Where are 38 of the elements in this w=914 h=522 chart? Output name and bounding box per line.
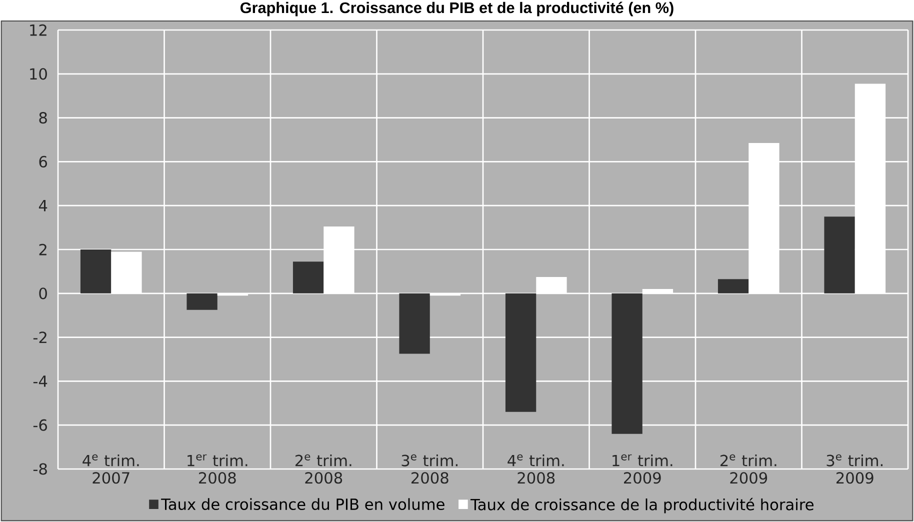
x-tick-label: 2$^{e}$ trim. 2009 — [720, 454, 776, 484]
y-tick-label: 2 — [39, 244, 46, 256]
chart-title: Graphique 1. Croissance du PIB et de la productivité (en %) — [240, 2, 674, 16]
y-tick-label: 10 — [30, 68, 47, 80]
bar — [399, 293, 430, 354]
bar — [854, 84, 886, 294]
x-tick-label: 3$^{e}$ trim. 2009 — [826, 454, 882, 484]
y-tick-label: 8 — [39, 112, 47, 124]
bar — [324, 226, 354, 294]
x-tick-label: 1$^{er}$ trim. 2008 — [188, 454, 248, 484]
bar — [186, 293, 218, 310]
y-tick-label: 4 — [38, 200, 48, 212]
bar — [292, 262, 324, 294]
bar — [111, 252, 142, 294]
bar — [824, 216, 855, 294]
x-tick-label: 3$^{e}$ trim. 2008 — [402, 454, 458, 484]
x-tick-label: 4$^{e}$ trim. 2008 — [508, 454, 564, 484]
x-tick-label: 1$^{er}$ trim. 2009 — [612, 454, 672, 484]
x-tick-label: 2$^{e}$ trim. 2008 — [295, 454, 352, 484]
bar — [536, 276, 567, 294]
bar — [217, 293, 248, 296]
bar — [430, 293, 461, 296]
legend-label: Taux de croissance du PIB en volume — [161, 498, 444, 510]
bar — [718, 279, 749, 294]
bar — [748, 143, 780, 294]
legend-label: Taux de croissance de la productivité horaire — [470, 498, 814, 514]
y-tick-label: 12 — [30, 24, 46, 36]
y-tick-label: -6 — [33, 419, 47, 431]
x-tick-label: 4$^{e}$ trim. 2007 — [82, 454, 139, 484]
bar — [80, 250, 112, 294]
y-tick-label: -8 — [33, 463, 47, 475]
y-tick-label: 0 — [39, 288, 47, 300]
bar — [642, 289, 674, 294]
bar — [612, 293, 642, 434]
bar — [505, 293, 536, 412]
y-tick-label: -4 — [33, 376, 48, 387]
y-tick-label: -2 — [33, 332, 46, 343]
y-tick-label: 6 — [39, 156, 47, 168]
